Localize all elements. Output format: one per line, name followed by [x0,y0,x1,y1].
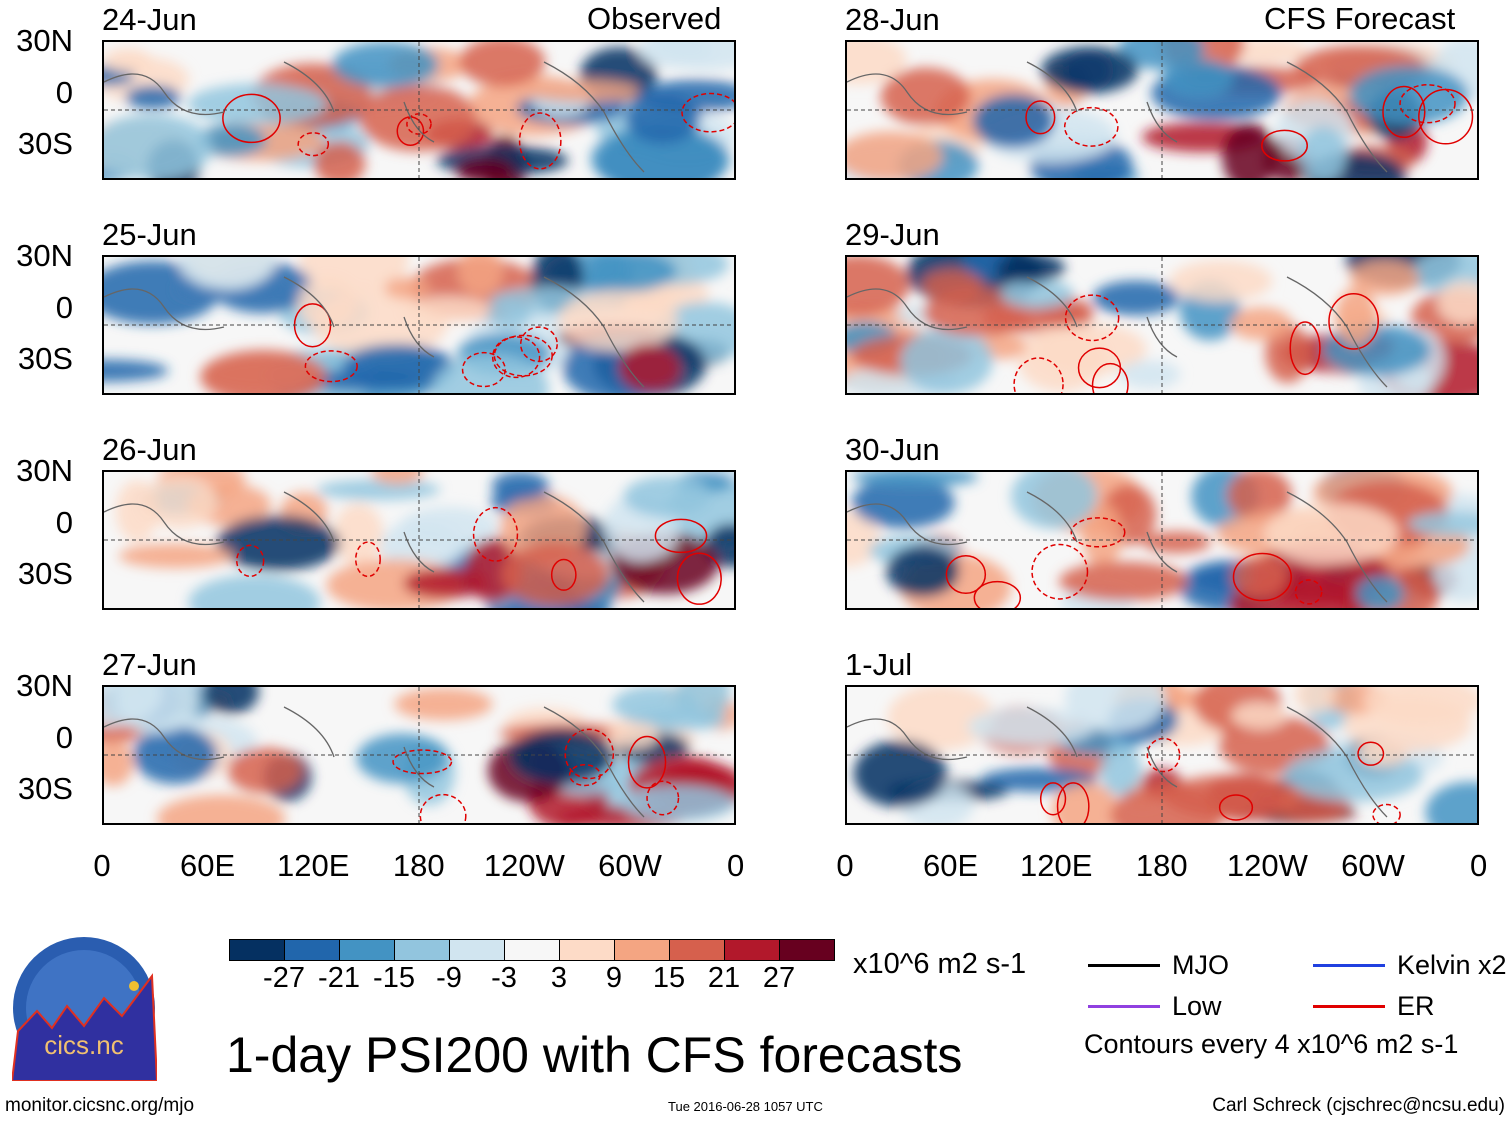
legend-line [1088,964,1160,967]
lat-tick-label: 30S [17,341,73,376]
colorbar-swatch [339,939,395,961]
colorbar-label: -21 [318,962,360,994]
panel-date: 28-Jun [845,2,940,37]
legend-label: MJO [1172,950,1229,980]
lat-tick-label: 30S [17,556,73,591]
units-label: x10^6 m2 s-1 [853,948,1027,980]
colorbar-label: 3 [550,962,568,994]
colorbar-swatch [284,939,340,961]
legend-line [1313,964,1385,967]
map-panel [845,685,1479,825]
colorbar-label: 27 [762,962,796,994]
lat-tick-label: 30N [16,238,73,273]
colorbar-label: -15 [373,962,415,994]
colorbar-label: 15 [652,962,686,994]
lon-tick-label: 0 [836,848,854,883]
colorbar-swatch [559,939,615,961]
colorbar-label: -3 [491,962,517,994]
lon-tick-label: 180 [392,848,445,883]
timestamp: Tue 2016-06-28 1057 UTC [668,1099,823,1114]
figure-title: 1-day PSI200 with CFS forecasts [226,1027,963,1083]
colorbar-swatch [394,939,450,961]
colorbar-label: 21 [707,962,741,994]
colorbar-swatch [229,939,285,961]
colorbar-label: -9 [436,962,462,994]
lon-tick-label: 120W [483,848,565,883]
lat-tick-label: 30S [17,126,73,161]
panel-date: 26-Jun [102,432,197,467]
colorbar-swatch [779,939,835,961]
panel-date: 25-Jun [102,217,197,252]
lon-tick-label: 120E [1019,848,1093,883]
lon-tick-label: 0 [93,848,111,883]
colorbar-swatch [724,939,780,961]
legend-label: ER [1397,991,1435,1021]
map-panel [102,470,736,610]
legend-line [1088,1005,1160,1008]
lat-tick-label: 0 [55,75,73,110]
panel-date: 29-Jun [845,217,940,252]
lat-tick-label: 30N [16,668,73,703]
lon-tick-label: 60W [598,848,662,883]
lon-tick-label: 120E [276,848,350,883]
legend-label: Kelvin x2 [1397,950,1507,980]
lon-tick-label: 60W [1341,848,1405,883]
cics-logo: cics.nc [10,936,159,1082]
logo-text: cics.nc [44,1030,123,1060]
colorbar-swatch [669,939,725,961]
lon-tick-label: 60E [923,848,979,883]
lat-tick-label: 0 [55,505,73,540]
lon-tick-label: 0 [726,848,745,883]
author: Carl Schreck (cjschrec@ncsu.edu) [1212,1095,1505,1116]
lat-tick-label: 30N [16,23,73,58]
legend-line [1313,1005,1385,1008]
observed-label: Observed [587,1,722,36]
panel-date: 24-Jun [102,2,197,37]
colorbar-swatch [504,939,560,961]
forecast-label: CFS Forecast [1264,1,1456,36]
contour-note: Contours every 4 x10^6 m2 s-1 [1084,1029,1459,1059]
colorbar-label: 9 [605,962,623,994]
lon-tick-label: 120W [1226,848,1308,883]
lat-tick-label: 30N [16,453,73,488]
map-panel [102,685,736,825]
lat-tick-label: 0 [55,720,73,755]
source-url[interactable]: monitor.cicsnc.org/mjo [5,1095,195,1116]
lon-tick-label: 0 [1469,848,1488,883]
colorbar-label: -27 [263,962,305,994]
colorbar-swatch [614,939,670,961]
panel-date: 1-Jul [845,647,913,682]
map-panel [102,255,736,395]
map-panel [102,40,736,180]
lon-tick-label: 60E [180,848,236,883]
lon-tick-label: 180 [1135,848,1188,883]
legend-label: Low [1172,991,1222,1021]
map-panel [845,470,1479,610]
map-panel [845,255,1479,395]
lat-tick-label: 0 [55,290,73,325]
colorbar-swatch [449,939,505,961]
panel-date: 30-Jun [845,432,940,467]
lat-tick-label: 30S [17,771,73,806]
panel-date: 27-Jun [102,647,197,682]
map-panel [845,40,1479,180]
